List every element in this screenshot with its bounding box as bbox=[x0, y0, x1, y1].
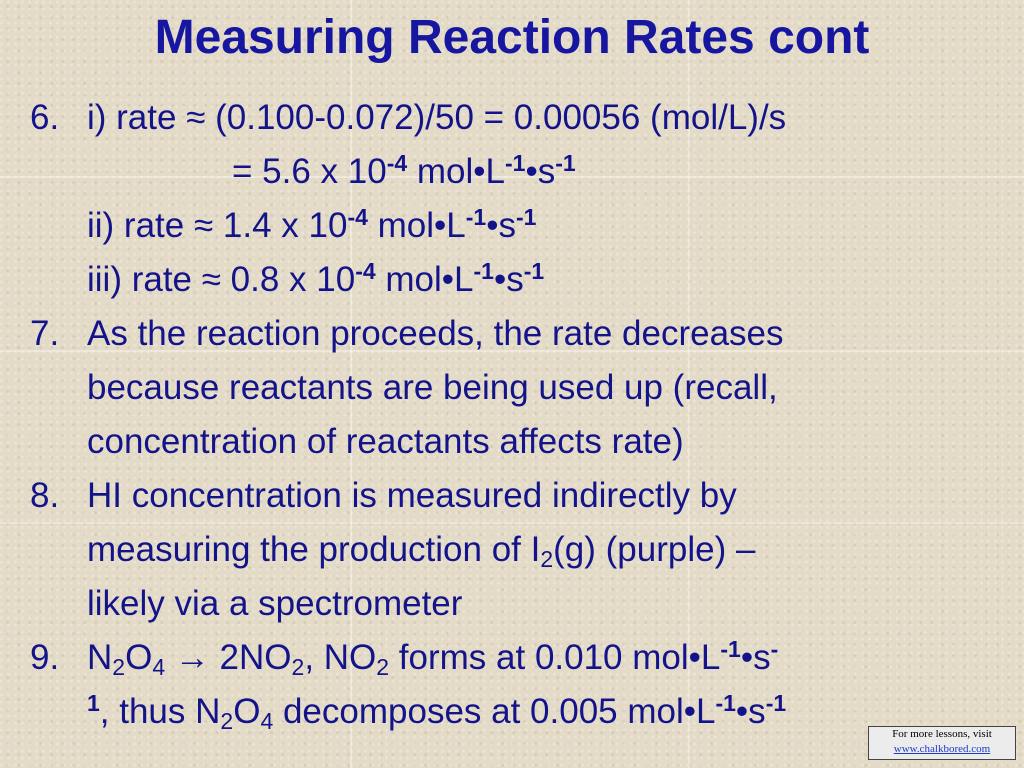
text: •s bbox=[740, 638, 771, 677]
footer-link[interactable]: www.chalkbored.com bbox=[893, 743, 991, 755]
item-number: 7. bbox=[30, 314, 60, 353]
texture-line bbox=[0, 176, 1024, 178]
text: mol•L bbox=[375, 260, 474, 299]
text: mol•L bbox=[367, 206, 466, 245]
text: iii) rate ≈ 0.8 x 10 bbox=[87, 260, 356, 299]
text-line: measuring the production of I2(g) (purpl… bbox=[87, 530, 756, 572]
superscript: -4 bbox=[355, 258, 376, 284]
text: i) rate ≈ (0.100-0.072)/50 = 0.00056 (mo… bbox=[87, 98, 787, 137]
text: ii) rate ≈ 1.4 x 10 bbox=[87, 206, 348, 245]
text: , thus N bbox=[99, 692, 221, 731]
text-line: = 5.6 x 10-4 mol•L-1•s-1 bbox=[232, 152, 576, 192]
text: → 2NO bbox=[165, 638, 292, 677]
subscript: 2 bbox=[376, 654, 390, 680]
text: forms at 0.010 mol•L bbox=[389, 638, 721, 677]
text-line: iii) rate ≈ 0.8 x 10-4 mol•L-1•s-1 bbox=[87, 260, 544, 300]
text-line: because reactants are being used up (rec… bbox=[87, 368, 778, 407]
text: O bbox=[125, 638, 153, 677]
item-number: 6. bbox=[30, 98, 60, 137]
subscript: 2 bbox=[112, 654, 126, 680]
text: O bbox=[233, 692, 261, 731]
superscript: -1 bbox=[715, 690, 736, 716]
text-line: ii) rate ≈ 1.4 x 10-4 mol•L-1•s-1 bbox=[87, 206, 536, 246]
text-line: likely via a spectrometer bbox=[87, 584, 463, 623]
text: N bbox=[87, 638, 113, 677]
superscript: -1 bbox=[515, 204, 537, 230]
texture-line bbox=[0, 350, 1024, 352]
text: •s bbox=[735, 692, 766, 731]
footer-text: For more lessons, visit bbox=[892, 728, 992, 740]
item-number: 9. bbox=[30, 638, 60, 677]
text: , NO bbox=[304, 638, 377, 677]
text-line: As the reaction proceeds, the rate decre… bbox=[87, 314, 784, 353]
slide-title: Measuring Reaction Rates cont bbox=[154, 11, 870, 64]
superscript: -4 bbox=[386, 150, 408, 176]
text-line: i) rate ≈ (0.100-0.072)/50 = 0.00056 (mo… bbox=[87, 98, 786, 138]
text: (g) (purple) – bbox=[553, 530, 756, 569]
text-line: concentration of reactants affects rate) bbox=[87, 422, 684, 461]
text: measuring the production of I bbox=[87, 530, 541, 569]
texture-line bbox=[0, 522, 1024, 524]
text: •s bbox=[493, 260, 524, 299]
superscript: -1 bbox=[505, 150, 526, 176]
subscript: 2 bbox=[291, 654, 305, 680]
subscript: 4 bbox=[260, 708, 274, 734]
item-number: 8. bbox=[30, 476, 60, 515]
text: •s bbox=[486, 206, 516, 245]
text-line: HI concentration is measured indirectly … bbox=[87, 476, 737, 515]
footer-box: For more lessons, visit www.chalkbored.c… bbox=[868, 726, 1016, 760]
text: = 5.6 x 10 bbox=[232, 152, 387, 191]
subscript: 4 bbox=[152, 654, 166, 680]
text: •s bbox=[525, 152, 556, 191]
text-line: N2O4 → 2NO2, NO2 forms at 0.010 mol•L-1•… bbox=[87, 636, 779, 680]
superscript: -1 bbox=[555, 150, 576, 176]
superscript: - bbox=[770, 636, 779, 662]
text: decomposes at 0.005 mol•L bbox=[273, 692, 716, 731]
superscript: 1 bbox=[87, 690, 100, 716]
subscript: 2 bbox=[540, 546, 554, 572]
text-line: 1, thus N2O4 decomposes at 0.005 mol•L-1… bbox=[87, 690, 787, 734]
text: mol•L bbox=[407, 152, 505, 191]
superscript: -1 bbox=[765, 690, 787, 716]
superscript: -1 bbox=[473, 258, 494, 284]
subscript: 2 bbox=[220, 708, 234, 734]
texture-line bbox=[350, 0, 352, 768]
superscript: -1 bbox=[523, 258, 545, 284]
superscript: -1 bbox=[465, 204, 487, 230]
superscript: -4 bbox=[347, 204, 368, 230]
superscript: -1 bbox=[720, 636, 741, 662]
texture-line bbox=[688, 0, 690, 768]
